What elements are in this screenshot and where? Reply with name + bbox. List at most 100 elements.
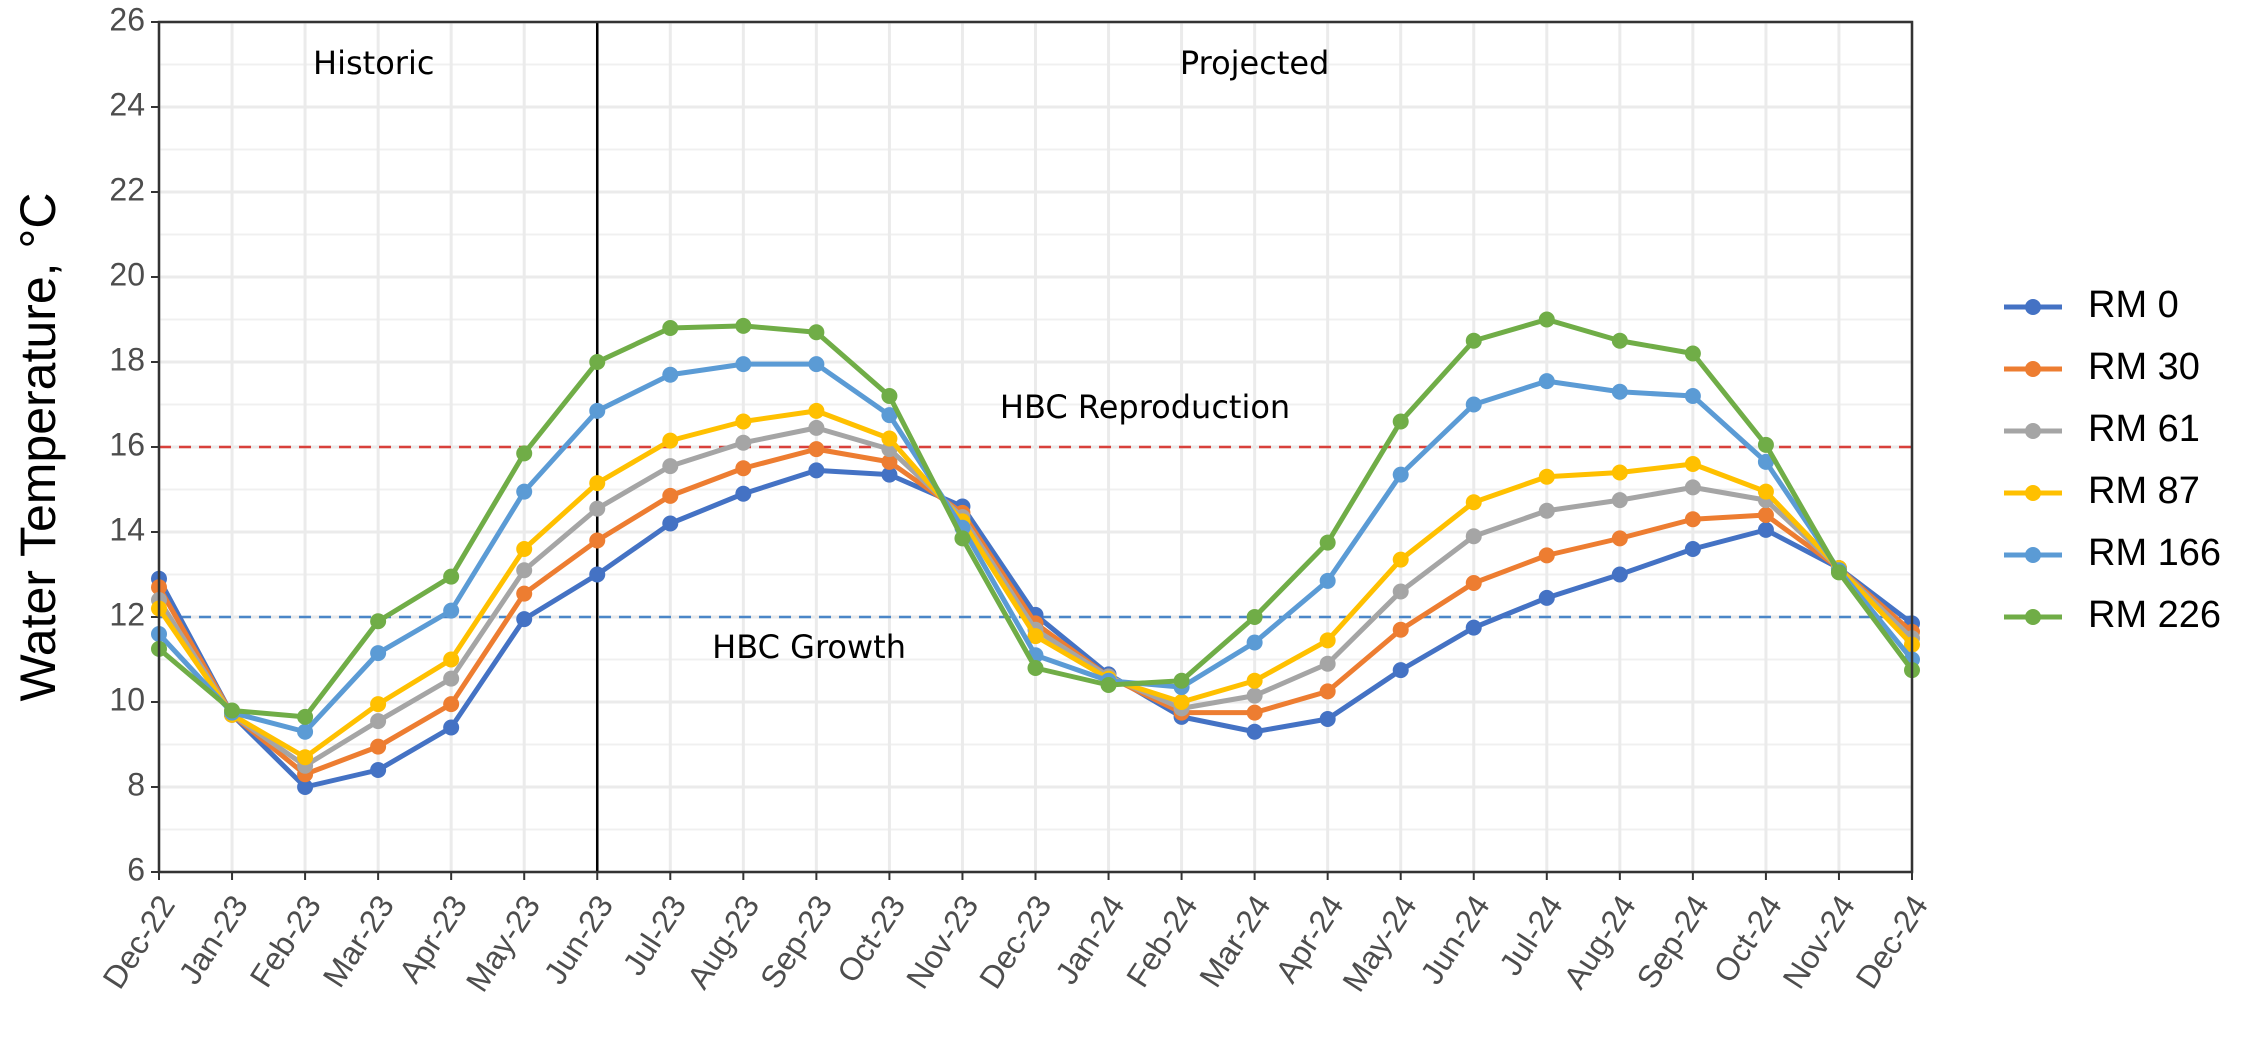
- data-point: [735, 317, 752, 334]
- data-point: [1027, 628, 1044, 645]
- data-point: [662, 366, 679, 383]
- data-point: [881, 466, 898, 483]
- data-point: [516, 611, 533, 628]
- data-point: [1611, 530, 1628, 547]
- data-point: [1319, 683, 1336, 700]
- data-point: [735, 434, 752, 451]
- data-point: [589, 532, 606, 549]
- x-tick-label: Sep-23: [753, 889, 839, 995]
- data-point: [1757, 521, 1774, 538]
- data-point: [370, 613, 387, 630]
- x-tick-label: Jan-23: [172, 889, 255, 991]
- y-tick-label: 6: [127, 851, 145, 887]
- data-point: [1757, 507, 1774, 523]
- data-point: [1611, 464, 1628, 481]
- data-point: [662, 487, 679, 504]
- data-point: [370, 738, 387, 755]
- data-point: [1684, 456, 1701, 472]
- data-point: [954, 530, 971, 547]
- data-point: [735, 356, 752, 373]
- data-point: [1392, 413, 1409, 430]
- data-point: [297, 708, 314, 725]
- x-tick-label: Dec-22: [96, 889, 182, 995]
- data-point: [1173, 694, 1190, 710]
- data-point: [1392, 551, 1409, 568]
- y-tick-label: 14: [109, 511, 145, 547]
- data-point: [1757, 436, 1774, 453]
- data-point: [1684, 345, 1701, 362]
- data-point: [1246, 634, 1263, 651]
- data-point: [443, 719, 460, 736]
- x-tick-label: Mar-24: [1192, 889, 1277, 994]
- data-point: [1319, 572, 1336, 589]
- data-point: [297, 723, 314, 740]
- data-point: [1319, 711, 1336, 727]
- x-tick-label: Sep-24: [1629, 889, 1715, 995]
- region-label: Historic: [313, 44, 434, 82]
- data-point: [516, 541, 533, 557]
- data-point: [443, 568, 460, 585]
- data-point: [1684, 541, 1701, 557]
- data-point: [1538, 373, 1555, 390]
- y-tick-label: 10: [109, 681, 145, 717]
- data-point: [1246, 704, 1263, 721]
- y-axis-title: Water Temperature, °C: [10, 192, 66, 701]
- data-point: [1684, 511, 1701, 528]
- data-point: [1465, 396, 1482, 413]
- data-point: [516, 445, 533, 462]
- data-point: [662, 458, 679, 475]
- data-point: [662, 432, 679, 449]
- region-label: Projected: [1180, 44, 1329, 82]
- data-point: [1319, 655, 1336, 672]
- data-point: [1538, 502, 1555, 519]
- data-point: [443, 651, 460, 668]
- data-point: [370, 645, 387, 662]
- data-point: [1830, 564, 1847, 581]
- x-tick-label: Jan-24: [1048, 889, 1131, 991]
- reference-label: HBC Reproduction: [1000, 388, 1290, 426]
- data-point: [1246, 687, 1263, 704]
- data-point: [1684, 388, 1701, 404]
- data-point: [1538, 468, 1555, 485]
- data-point: [735, 485, 752, 502]
- data-point: [1538, 589, 1555, 606]
- y-tick-label: 22: [109, 171, 145, 207]
- data-point: [589, 402, 606, 419]
- y-tick-label: 16: [109, 426, 145, 462]
- legend-marker: [2025, 423, 2041, 439]
- data-point: [1538, 547, 1555, 564]
- legend-label: RM 0: [2088, 284, 2179, 326]
- legend-label: RM 226: [2088, 594, 2221, 636]
- data-point: [1392, 466, 1409, 483]
- data-point: [1246, 609, 1263, 625]
- data-point: [1392, 583, 1409, 600]
- data-point: [808, 419, 825, 436]
- data-point: [1465, 575, 1482, 591]
- data-point: [662, 320, 679, 336]
- data-point: [443, 696, 460, 713]
- data-point: [1611, 492, 1628, 509]
- legend-marker: [2025, 299, 2041, 315]
- x-tick-label: Jun-23: [537, 889, 620, 991]
- data-point: [1757, 453, 1774, 470]
- y-tick-label: 24: [109, 86, 145, 122]
- data-point: [297, 749, 314, 766]
- x-tick-label: Nov-23: [899, 889, 985, 995]
- y-tick-label: 26: [109, 1, 145, 37]
- data-point: [881, 407, 898, 424]
- data-point: [1319, 534, 1336, 551]
- x-tick-label: Jul-23: [616, 889, 694, 982]
- data-point: [589, 500, 606, 517]
- data-point: [1684, 479, 1701, 496]
- data-point: [662, 515, 679, 532]
- legend-marker: [2025, 547, 2041, 563]
- x-tick-label: Mar-23: [316, 889, 401, 994]
- data-point: [1027, 660, 1044, 676]
- x-tick-label: Nov-24: [1776, 889, 1862, 995]
- x-tick-label: Jun-24: [1413, 889, 1496, 991]
- data-point: [735, 413, 752, 430]
- data-point: [370, 713, 387, 730]
- y-tick-label: 20: [109, 256, 145, 292]
- x-tick-label: May-24: [1335, 889, 1423, 998]
